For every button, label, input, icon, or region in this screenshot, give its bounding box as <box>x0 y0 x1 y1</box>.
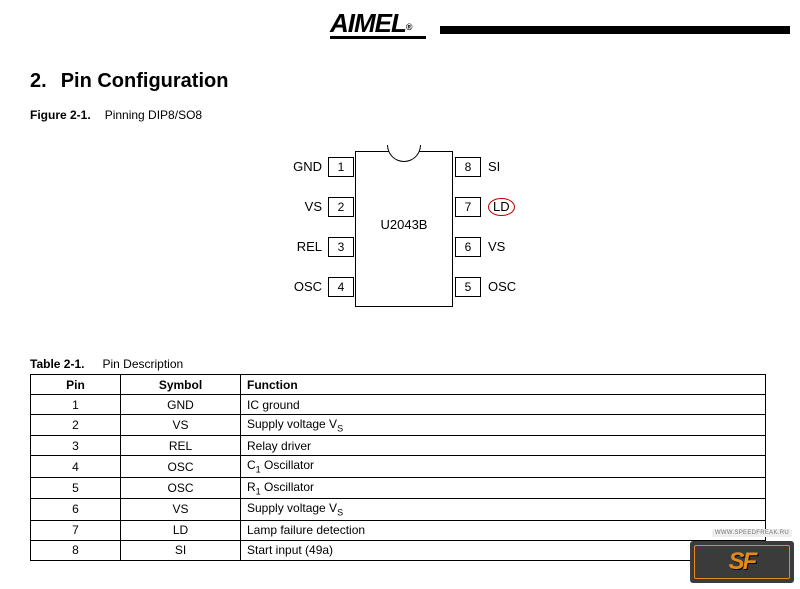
cell-symbol: GND <box>121 395 241 415</box>
pin-box-1: 1 <box>328 157 354 177</box>
table-body: 1GNDIC ground2VSSupply voltage VS3RELRel… <box>31 395 766 561</box>
pin-label-gnd: GND <box>270 157 322 177</box>
pin-label-si: SI <box>488 157 540 177</box>
cell-pin: 2 <box>31 415 121 436</box>
cell-symbol: OSC <box>121 456 241 477</box>
pin-description-table: Pin Symbol Function 1GNDIC ground2VSSupp… <box>30 374 766 561</box>
pin-box-7: 7 <box>455 197 481 217</box>
section-heading: 2. Pin Configuration <box>30 70 228 93</box>
col-pin: Pin <box>31 375 121 395</box>
cell-symbol: OSC <box>121 477 241 498</box>
cell-pin: 1 <box>31 395 121 415</box>
cell-pin: 3 <box>31 436 121 456</box>
cell-function: Relay driver <box>241 436 766 456</box>
pin-box-6: 6 <box>455 237 481 257</box>
watermark-url: WWW.SPEEDFREAK.RU <box>712 529 792 537</box>
section-number: 2. <box>30 70 47 92</box>
pin-label-vs: VS <box>270 197 322 217</box>
chip-part-number: U2043B <box>355 217 453 232</box>
figure-caption-text: Pinning DIP8/SO8 <box>105 108 202 122</box>
table-row: 4OSCC1 Oscillator <box>31 456 766 477</box>
table-row: 7LDLamp failure detection <box>31 520 766 540</box>
pin-label-osc: OSC <box>270 277 322 297</box>
cell-pin: 4 <box>31 456 121 477</box>
watermark-badge: SF <box>690 541 794 583</box>
header-rule <box>440 26 790 34</box>
table-caption: Table 2-1. Pin Description <box>30 357 183 371</box>
cell-function: R1 Oscillator <box>241 477 766 498</box>
table-row: 8SIStart input (49a) <box>31 540 766 560</box>
pin-label-ld: LD <box>488 197 540 217</box>
cell-pin: 6 <box>31 499 121 520</box>
table-row: 6VSSupply voltage VS <box>31 499 766 520</box>
chip-diagram: U2043B GND 1 VS 2 REL 3 OSC 4 8 SI 7 LD 6 VS 5 OSC <box>260 145 540 315</box>
table-header-row: Pin Symbol Function <box>31 375 766 395</box>
cell-function: IC ground <box>241 395 766 415</box>
logo-underline <box>330 36 426 39</box>
cell-symbol: SI <box>121 540 241 560</box>
cell-pin: 8 <box>31 540 121 560</box>
table-row: 3RELRelay driver <box>31 436 766 456</box>
cell-pin: 5 <box>31 477 121 498</box>
pin-box-4: 4 <box>328 277 354 297</box>
pin-label-rel: REL <box>270 237 322 257</box>
cell-function: Supply voltage VS <box>241 415 766 436</box>
cell-symbol: REL <box>121 436 241 456</box>
cell-symbol: VS <box>121 415 241 436</box>
watermark: WWW.SPEEDFREAK.RU SF <box>690 529 794 583</box>
atmel-logo: AIMEL® <box>330 8 412 39</box>
watermark-badge-text: SF <box>729 548 756 576</box>
atmel-logo-text: AIMEL <box>330 8 406 38</box>
pin-label-osc: OSC <box>488 277 540 297</box>
table-row: 5OSCR1 Oscillator <box>31 477 766 498</box>
col-symbol: Symbol <box>121 375 241 395</box>
cell-function: C1 Oscillator <box>241 456 766 477</box>
table-label: Table 2-1. <box>30 357 84 371</box>
figure-caption: Figure 2-1. Pinning DIP8/SO8 <box>30 108 202 122</box>
cell-symbol: LD <box>121 520 241 540</box>
col-function: Function <box>241 375 766 395</box>
page-header: AIMEL® <box>0 8 800 42</box>
figure-label: Figure 2-1. <box>30 108 91 122</box>
pin-box-5: 5 <box>455 277 481 297</box>
cell-function: Lamp failure detection <box>241 520 766 540</box>
pin-box-8: 8 <box>455 157 481 177</box>
cell-function: Supply voltage VS <box>241 499 766 520</box>
table-row: 2VSSupply voltage VS <box>31 415 766 436</box>
registered-mark: ® <box>406 22 412 32</box>
cell-pin: 7 <box>31 520 121 540</box>
table-caption-text: Pin Description <box>102 357 183 371</box>
table-row: 1GNDIC ground <box>31 395 766 415</box>
pin-box-2: 2 <box>328 197 354 217</box>
pin-box-3: 3 <box>328 237 354 257</box>
pin-label-vs: VS <box>488 237 540 257</box>
cell-function: Start input (49a) <box>241 540 766 560</box>
cell-symbol: VS <box>121 499 241 520</box>
section-title-text: Pin Configuration <box>61 70 229 92</box>
